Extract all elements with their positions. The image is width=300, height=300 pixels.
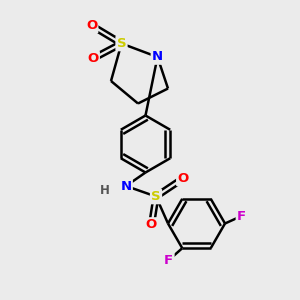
Text: F: F [164,254,173,267]
Text: S: S [151,190,161,203]
Text: H: H [100,184,110,197]
Text: O: O [86,19,97,32]
Text: F: F [237,209,246,223]
Text: N: N [120,179,132,193]
Text: O: O [177,172,189,185]
Text: O: O [87,52,99,65]
Text: S: S [117,37,126,50]
Text: N: N [152,50,163,64]
Text: O: O [146,218,157,232]
